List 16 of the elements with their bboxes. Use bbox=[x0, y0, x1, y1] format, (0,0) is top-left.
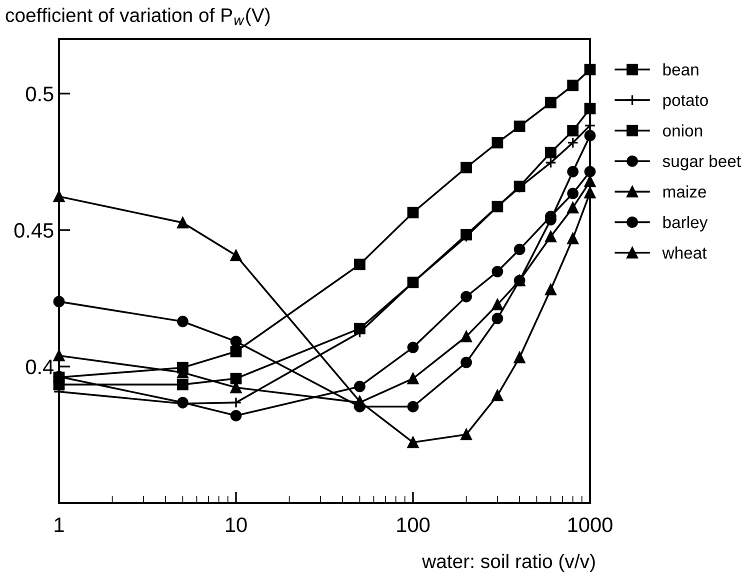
y-axis-title: coefficient of variation of P$_{w}$(V) bbox=[6, 8, 270, 26]
y-tick-label: 0.4 bbox=[26, 360, 54, 374]
legend-label: barley bbox=[663, 216, 708, 232]
legend-label: wheat bbox=[662, 246, 707, 259]
legend-label: maize bbox=[663, 185, 706, 198]
x-tick-label: 100 bbox=[397, 517, 430, 532]
legend-label: onion bbox=[662, 124, 702, 137]
x-axis-title: water: soil ratio (v/v) bbox=[422, 554, 595, 572]
y-tick-label: 0.5 bbox=[26, 86, 54, 102]
x-tick-label: 1000 bbox=[568, 517, 612, 532]
x-tick-label: 1 bbox=[54, 518, 64, 532]
legend-label: bean bbox=[663, 63, 698, 76]
legend-label: sugar beet bbox=[662, 154, 741, 170]
x-tick-label: 10 bbox=[226, 517, 247, 532]
y-tick-label: 0.45 bbox=[14, 223, 54, 238]
legend-label: potato bbox=[663, 95, 708, 110]
